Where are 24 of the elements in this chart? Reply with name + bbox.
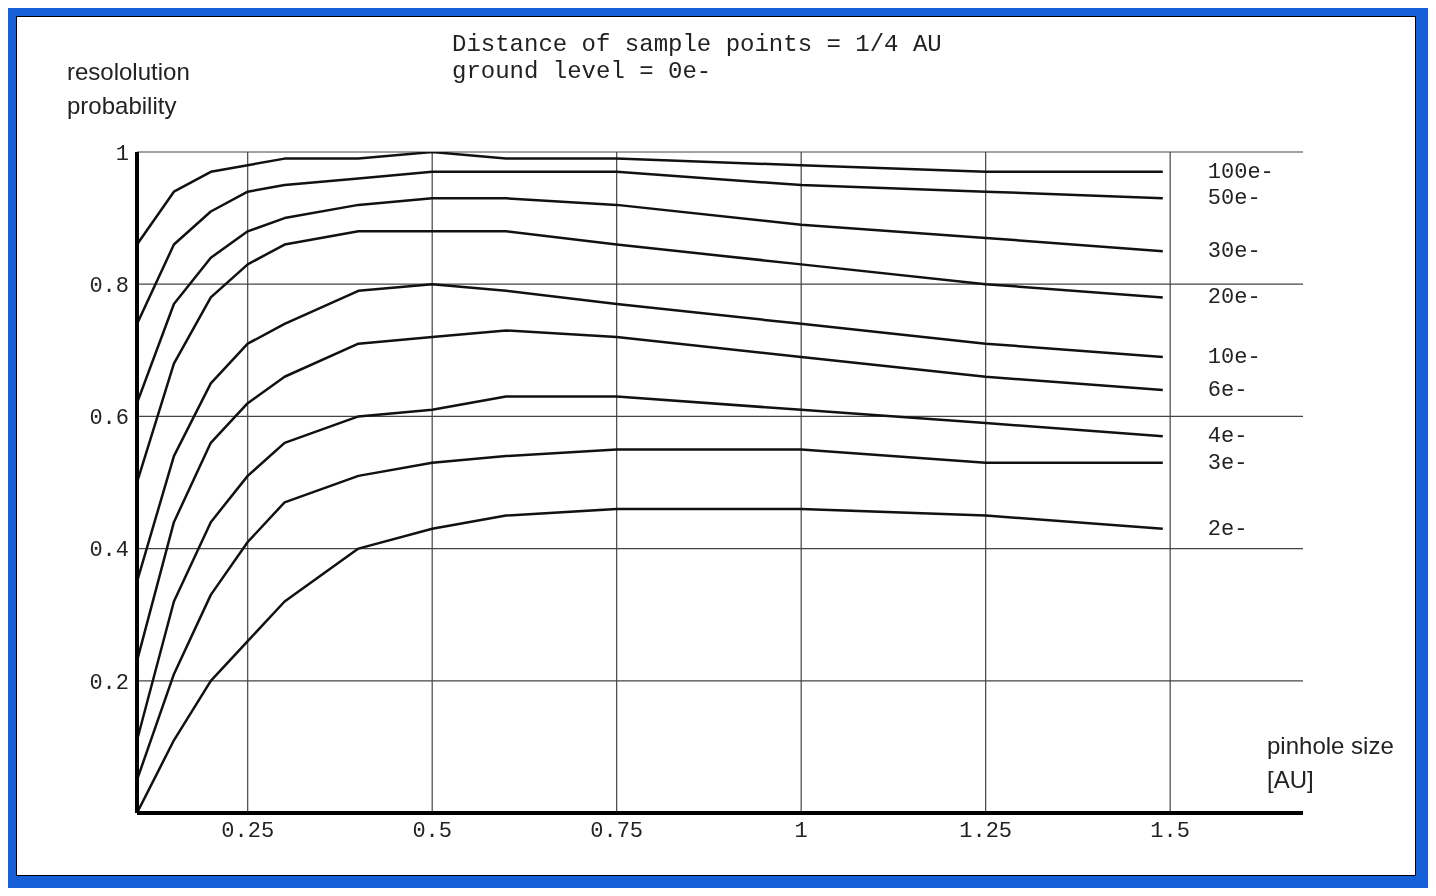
text: 10e- [1207,344,1261,370]
text: 30e- [1207,239,1261,265]
text: 100e- [1207,159,1274,185]
chart-subtitle: ground level = 0e- [452,58,712,85]
text: 6e- [1207,377,1248,403]
x-tick-label: 1.25 [959,818,1013,844]
x-tick-label: 0.25 [221,818,275,844]
y-tick-label: 0.2 [89,670,129,696]
x-tick-label: 1.5 [1150,818,1190,844]
y-tick-label: 0.4 [89,538,129,564]
y-tick-label: 1 [115,141,129,167]
x-axis-title: pinhole size [AU] [1267,729,1407,797]
text: 4e- [1207,424,1248,450]
text: 20e- [1207,285,1261,311]
text: 2e- [1207,516,1248,542]
x-tick-label: 0.75 [590,818,644,844]
y-axis-title: resololution probability [67,57,191,121]
y-tick-label: 0.6 [89,406,129,432]
x-tick-label: 0.5 [412,818,452,844]
x-tick-label: 1 [794,818,808,844]
y-tick-label: 0.8 [89,274,129,300]
text: 50e- [1207,186,1261,212]
text: 3e- [1207,450,1248,476]
chart-title: Distance of sample points = 1/4 AU [452,31,942,58]
